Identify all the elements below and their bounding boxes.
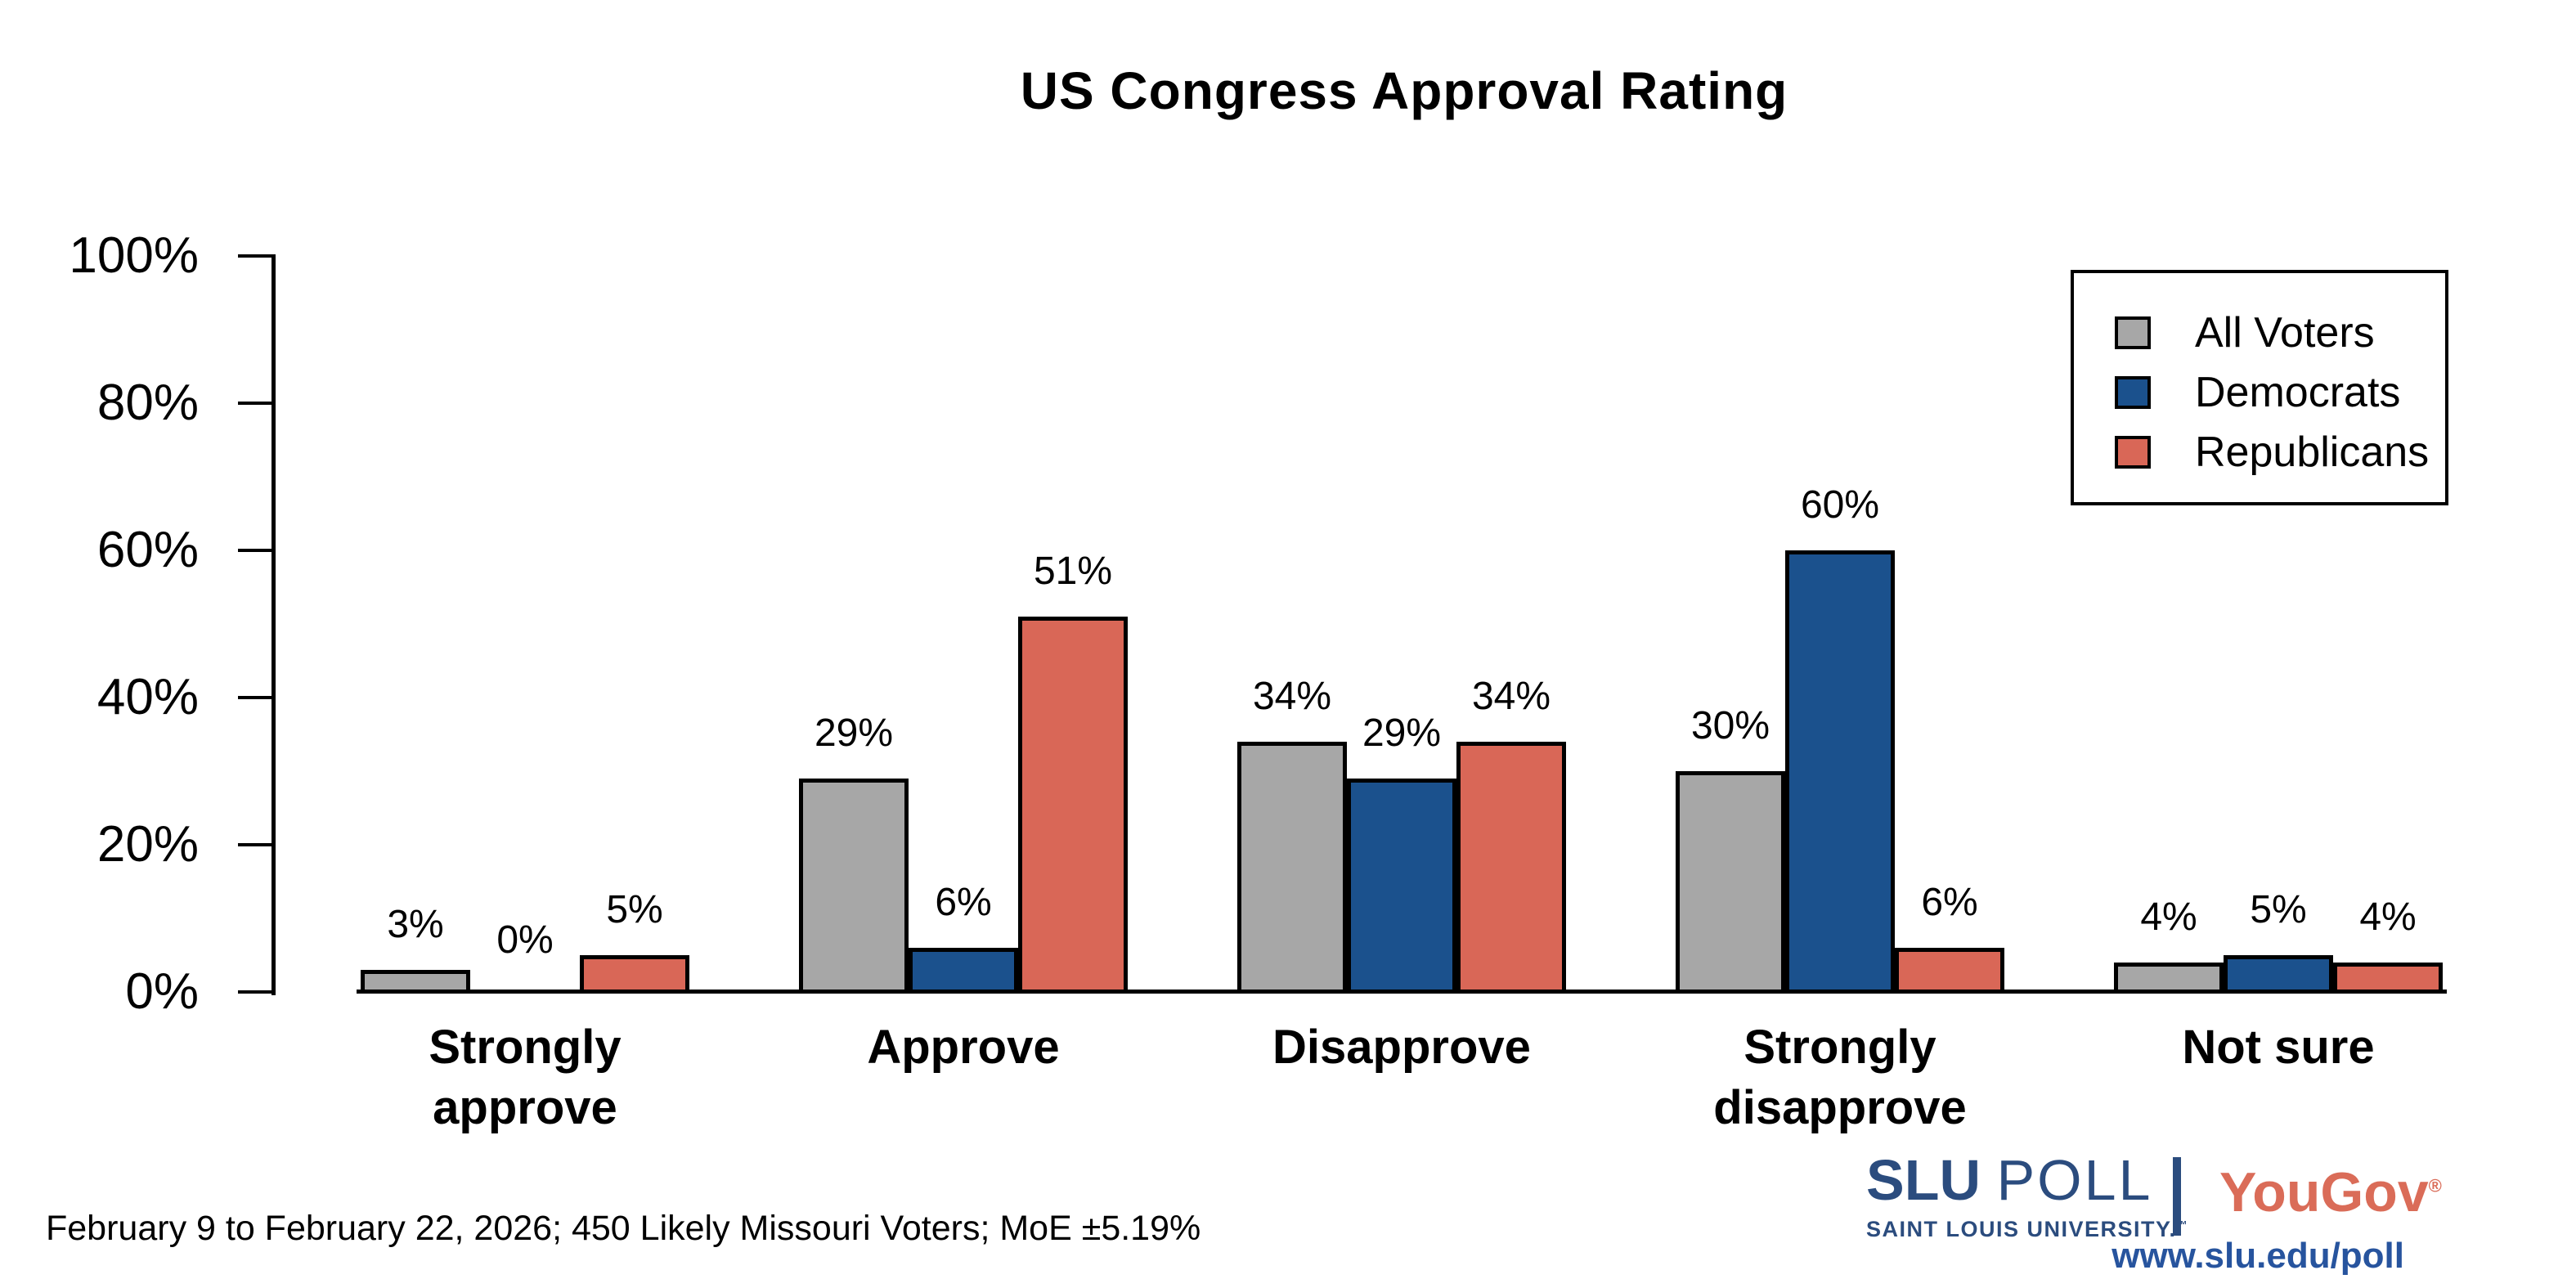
slu-poll-url: www.slu.edu/poll [2112, 1236, 2404, 1276]
y-tick-label: 100% [69, 227, 199, 284]
legend-swatch-republicans [2115, 436, 2151, 469]
y-axis-line [272, 256, 276, 995]
bar-value-label: 51% [1033, 550, 1113, 593]
slu-poll-logo: SLU POLL SAINT LOUIS UNIVERSITY.™ [1866, 1151, 2188, 1241]
brand-separator-bar [2173, 1157, 2181, 1236]
y-axis-tick [238, 990, 276, 994]
bar-all-voters [1237, 742, 1347, 992]
bar-value-label: 30% [1690, 704, 1770, 747]
legend-label: Republicans [2195, 429, 2430, 476]
category-label: Disapprove [1272, 1021, 1531, 1074]
bar-all-voters [799, 779, 909, 992]
y-axis-tick [238, 549, 276, 552]
bar-value-label: 29% [1362, 711, 1442, 755]
slu-university-text: SAINT LOUIS UNIVERSITY.™ [1866, 1217, 2189, 1241]
y-axis-tick [238, 402, 276, 405]
bar-value-label: 4% [2359, 895, 2417, 939]
registered-symbol: ® [2428, 1175, 2442, 1196]
bar-democrats [1347, 779, 1456, 992]
bar-value-label: 29% [814, 711, 894, 755]
legend-swatch-all-voters [2115, 316, 2151, 349]
category-label: Strongly disapprove [1713, 1021, 1967, 1134]
bar-all-voters [361, 970, 470, 992]
bar-republicans [580, 955, 689, 992]
bar-republicans [2333, 963, 2443, 992]
bar-all-voters [1676, 771, 1785, 992]
y-axis-tick [238, 696, 276, 699]
legend-label: Democrats [2195, 369, 2401, 416]
bar-value-label: 60% [1800, 483, 1880, 527]
y-axis-tick [238, 843, 276, 846]
y-tick-label: 0% [125, 963, 199, 1020]
y-tick-label: 40% [96, 669, 199, 725]
y-tick-label: 20% [96, 816, 199, 873]
bar-value-label: 0% [496, 918, 554, 962]
footer-note: February 9 to February 22, 2026; 450 Lik… [46, 1209, 1201, 1248]
y-axis-tick [238, 254, 276, 258]
bar-value-label: 4% [2140, 895, 2197, 939]
slu-poll-logo-text: SLU POLL [1866, 1148, 2153, 1212]
bar-value-label: 5% [606, 888, 663, 931]
category-label: Strongly approve [429, 1021, 622, 1134]
bar-republicans [1018, 617, 1128, 992]
category-label: Not sure [2182, 1021, 2375, 1074]
x-axis-baseline [357, 990, 2447, 994]
legend-swatch-democrats [2115, 376, 2151, 409]
yougov-logo: YouGov® [2219, 1161, 2442, 1223]
chart-title: US Congress Approval Rating [1020, 61, 1788, 120]
legend-label: All Voters [2195, 309, 2375, 357]
bar-republicans [1456, 742, 1566, 992]
bar-value-label: 34% [1471, 675, 1551, 718]
bar-value-label: 6% [1921, 881, 1978, 924]
bar-republicans [1895, 948, 2004, 992]
bar-value-label: 5% [2250, 888, 2307, 931]
bar-democrats [2224, 955, 2333, 992]
y-tick-label: 80% [96, 375, 199, 431]
bar-value-label: 34% [1252, 675, 1332, 718]
legend: All Voters Democrats Republicans [2071, 270, 2448, 505]
y-tick-label: 60% [96, 522, 199, 578]
bar-democrats [1785, 550, 1895, 992]
bar-value-label: 6% [935, 881, 992, 924]
bar-democrats [909, 948, 1018, 992]
bar-value-label: 3% [387, 903, 444, 946]
bar-all-voters [2114, 963, 2224, 992]
category-label: Approve [867, 1021, 1060, 1074]
